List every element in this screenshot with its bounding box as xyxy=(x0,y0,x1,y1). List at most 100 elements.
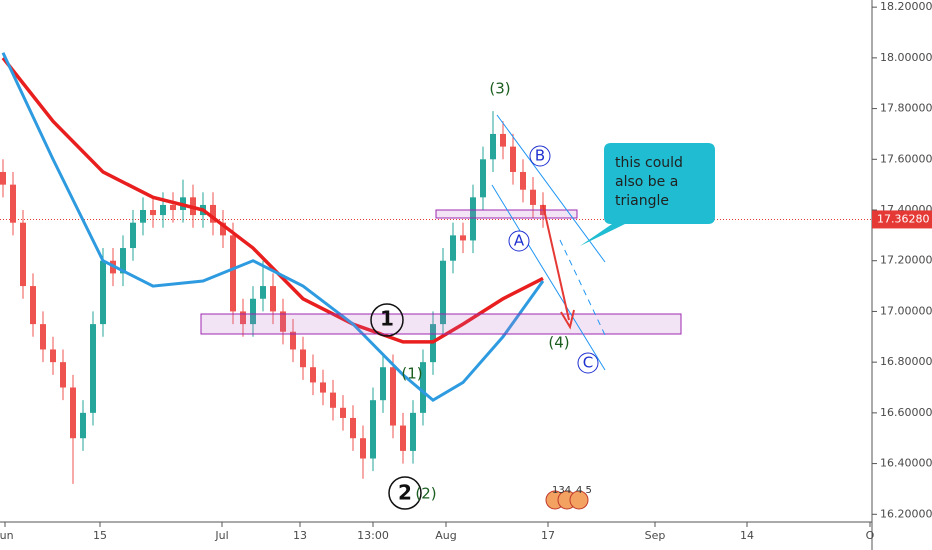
wave-label: 2 xyxy=(398,481,412,505)
wave-label: (1) xyxy=(401,365,422,383)
candle-body xyxy=(0,171,6,185)
candle-body xyxy=(90,324,96,413)
candle-body xyxy=(140,210,146,223)
candle-body xyxy=(310,367,316,383)
wave-label: C xyxy=(583,354,593,372)
candle-body xyxy=(500,133,506,147)
callout-box xyxy=(580,143,715,246)
label-circle xyxy=(388,476,422,510)
candle-body xyxy=(40,324,46,350)
candle-body xyxy=(70,387,76,439)
candle-body xyxy=(450,235,456,261)
candle-body xyxy=(210,204,216,223)
candle-body xyxy=(80,412,86,439)
callout-text: triangle xyxy=(615,193,669,209)
candle-body xyxy=(440,260,446,325)
y-tick-label: 17.80000 xyxy=(880,102,932,115)
wave-label: (3) xyxy=(489,80,510,98)
candle-body xyxy=(460,235,466,241)
channel-line xyxy=(491,184,606,371)
x-tick-label: O xyxy=(866,529,875,542)
x-tick-label: 14 xyxy=(740,529,754,542)
moving-average xyxy=(1,56,544,344)
zone xyxy=(200,313,682,335)
y-tick-label: 17.20000 xyxy=(880,254,932,267)
label-circle xyxy=(529,145,551,167)
x-tick-label: 13 xyxy=(293,529,307,542)
channel-line xyxy=(496,114,606,263)
label-circle xyxy=(577,352,599,374)
candle-body xyxy=(340,407,346,418)
candle-body xyxy=(50,349,56,363)
candle-body xyxy=(290,331,296,350)
event-count: 134 xyxy=(552,485,571,496)
x-tick-label: 13:00 xyxy=(357,529,389,542)
candle-body xyxy=(330,392,336,408)
candle-body xyxy=(150,210,156,216)
candle-body xyxy=(470,197,476,241)
candle-body xyxy=(130,222,136,249)
zone xyxy=(435,209,578,219)
arrow xyxy=(542,204,570,321)
price-tag xyxy=(872,210,932,229)
candle-body xyxy=(520,171,526,190)
candle-body xyxy=(400,425,406,451)
event-icon[interactable] xyxy=(569,490,589,510)
x-tick-label: Jun xyxy=(0,529,14,542)
x-tick-label: Sep xyxy=(645,529,666,542)
candle-body xyxy=(280,311,286,332)
candle-body xyxy=(20,222,26,287)
candle-body xyxy=(30,286,36,325)
wave-label: B xyxy=(535,147,545,165)
moving-average xyxy=(1,52,545,403)
candle-body xyxy=(10,184,16,223)
x-tick-label: 17 xyxy=(541,529,555,542)
wave-label: A xyxy=(514,232,525,250)
candle-body xyxy=(100,260,106,325)
y-tick-label: 16.20000 xyxy=(880,507,932,520)
candle-body xyxy=(360,438,366,459)
y-tick-label: 17.60000 xyxy=(880,152,932,165)
candle-body xyxy=(490,133,496,160)
y-tick-label: 18.20000 xyxy=(880,0,932,13)
candle-body xyxy=(260,286,266,299)
candle-body xyxy=(170,204,176,211)
wave-label: 1 xyxy=(380,307,394,331)
x-tick-label: Jul xyxy=(214,529,228,542)
event-count: 4 5 xyxy=(576,485,592,496)
wave-label: (4) xyxy=(548,334,569,352)
label-circle xyxy=(370,303,404,337)
candle-body xyxy=(160,204,166,216)
y-tick-label: 18.00000 xyxy=(880,51,932,64)
arrow-head xyxy=(560,309,575,330)
callout-text: also be a xyxy=(615,174,678,190)
callout-text: this could xyxy=(615,155,683,171)
price-tag-label: 17.36280 xyxy=(877,212,930,225)
candle-body xyxy=(230,235,236,312)
label-circle xyxy=(508,230,530,252)
candle-body xyxy=(320,382,326,393)
candle-body xyxy=(240,311,246,325)
candle-body xyxy=(350,417,356,439)
plot xyxy=(0,52,872,484)
candle-body xyxy=(60,362,66,388)
x-tick-label: 15 xyxy=(93,529,107,542)
candle-body xyxy=(480,159,486,198)
wave-label: (2) xyxy=(415,485,436,503)
y-tick-label: 16.80000 xyxy=(880,355,932,368)
y-tick-label: 16.40000 xyxy=(880,457,932,470)
candle-body xyxy=(370,400,376,459)
candle-body xyxy=(530,189,536,205)
candle-body xyxy=(270,286,276,312)
candle-body xyxy=(300,349,306,368)
candle-body xyxy=(250,298,256,325)
y-tick-label: 16.60000 xyxy=(880,406,932,419)
candle-body xyxy=(390,367,396,426)
candle-body xyxy=(420,362,426,413)
candle-body xyxy=(510,146,516,172)
candle-body xyxy=(380,367,386,401)
candle-body xyxy=(120,248,126,274)
